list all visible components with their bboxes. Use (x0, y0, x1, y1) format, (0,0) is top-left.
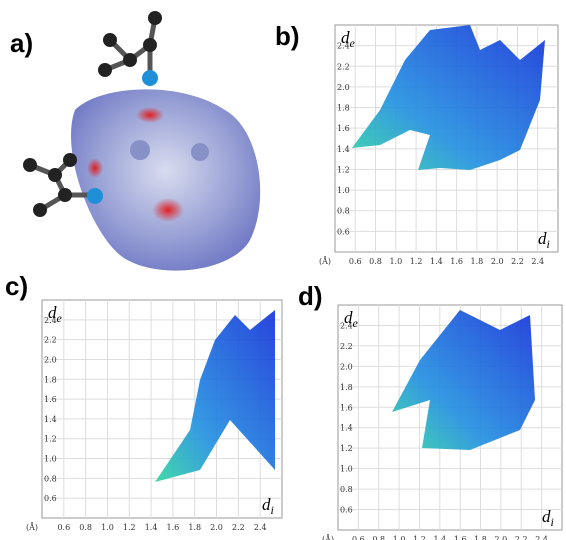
figure: a) b) 0.6 0.8 1.0 1.2 1.4 1.6 1.8 2.0 2.2 2.4 0.6 0.8… (0, 0, 566, 540)
y-tick-label: 2.2 (340, 342, 353, 351)
y-tick-label: 2.0 (44, 355, 57, 364)
y-tick-label: 1.6 (337, 124, 350, 133)
y-tick-label: 1.4 (44, 415, 57, 424)
y-tick-label: 0.6 (44, 494, 57, 503)
x-tick-label: 0.6 (352, 535, 365, 540)
y-axis-subscript: e (350, 36, 356, 50)
x-tick-label: 1.4 (433, 535, 446, 540)
y-tick-label: 1.6 (44, 395, 57, 404)
x-tick-label: 2.4 (254, 523, 267, 532)
x-tick-label: 2.4 (531, 257, 544, 266)
x-axis-subscript: i (551, 515, 554, 529)
y-tick-label: 0.6 (337, 227, 350, 236)
y-tick-label: 1.2 (337, 165, 350, 174)
x-tick-label: 1.6 (454, 535, 467, 540)
x-tick-label: 1.2 (413, 535, 426, 540)
y-tick-label: 2.0 (337, 83, 350, 92)
x-tick-label: 1.2 (410, 257, 423, 266)
x-tick-label: 1.6 (450, 257, 463, 266)
x-tick-label: 1.0 (389, 257, 402, 266)
x-tick-label: 1.4 (430, 257, 443, 266)
y-tick-label: 2.2 (44, 336, 57, 345)
y-tick-label: 2.2 (337, 62, 350, 71)
molecule-image (23, 11, 260, 271)
y-tick-label: 0.8 (44, 474, 57, 483)
panel-label: a) (10, 28, 33, 58)
x-tick-label: 1.4 (145, 523, 158, 532)
panel-label: d) (298, 281, 323, 311)
x-tick-label: 2.0 (491, 257, 504, 266)
x-tick-label: 0.6 (349, 257, 362, 266)
panel-label: b) (275, 21, 300, 51)
x-tick-label: 2.2 (511, 257, 524, 266)
y-tick-label: 1.8 (340, 383, 353, 392)
x-tick-label: 1.8 (474, 535, 487, 540)
x-tick-label: 1.8 (471, 257, 484, 266)
unit-label: (Å) (26, 523, 38, 532)
x-tick-label: 1.6 (167, 523, 180, 532)
x-tick-label: 0.6 (57, 523, 70, 532)
y-tick-label: 1.0 (340, 465, 353, 474)
y-tick-label: 1.4 (340, 424, 353, 433)
x-tick-label: 0.8 (369, 257, 382, 266)
x-axis-subscript: i (271, 503, 274, 517)
x-axis-subscript: i (547, 237, 550, 251)
x-tick-label: 1.0 (393, 535, 406, 540)
y-axis-subscript: e (57, 311, 63, 325)
unit-label: (Å) (319, 257, 331, 266)
y-tick-label: 0.8 (337, 207, 350, 216)
y-tick-label: 1.2 (340, 444, 353, 453)
x-tick-label: 1.8 (188, 523, 201, 532)
y-tick-label: 1.0 (337, 186, 350, 195)
y-axis-subscript: e (353, 316, 359, 330)
x-tick-label: 2.4 (535, 535, 548, 540)
x-tick-label: 0.8 (372, 535, 385, 540)
x-tick-label: 1.0 (101, 523, 114, 532)
x-tick-label: 0.8 (79, 523, 92, 532)
x-tick-label: 2.2 (232, 523, 245, 532)
unit-label: (Å) (322, 535, 334, 540)
y-tick-label: 1.4 (337, 145, 350, 154)
x-tick-label: 2.0 (495, 535, 508, 540)
y-tick-label: 1.2 (44, 435, 57, 444)
panel-label: c) (5, 271, 28, 301)
x-tick-label: 2.0 (210, 523, 223, 532)
y-tick-label: 1.8 (337, 104, 350, 113)
y-tick-label: 2.0 (340, 362, 353, 371)
x-tick-label: 2.2 (515, 535, 528, 540)
y-tick-label: 1.8 (44, 375, 57, 384)
y-tick-label: 1.6 (340, 403, 353, 412)
x-tick-label: 1.2 (123, 523, 136, 532)
y-tick-label: 0.6 (340, 506, 353, 515)
y-tick-label: 1.0 (44, 455, 57, 464)
y-tick-label: 0.8 (340, 485, 353, 494)
